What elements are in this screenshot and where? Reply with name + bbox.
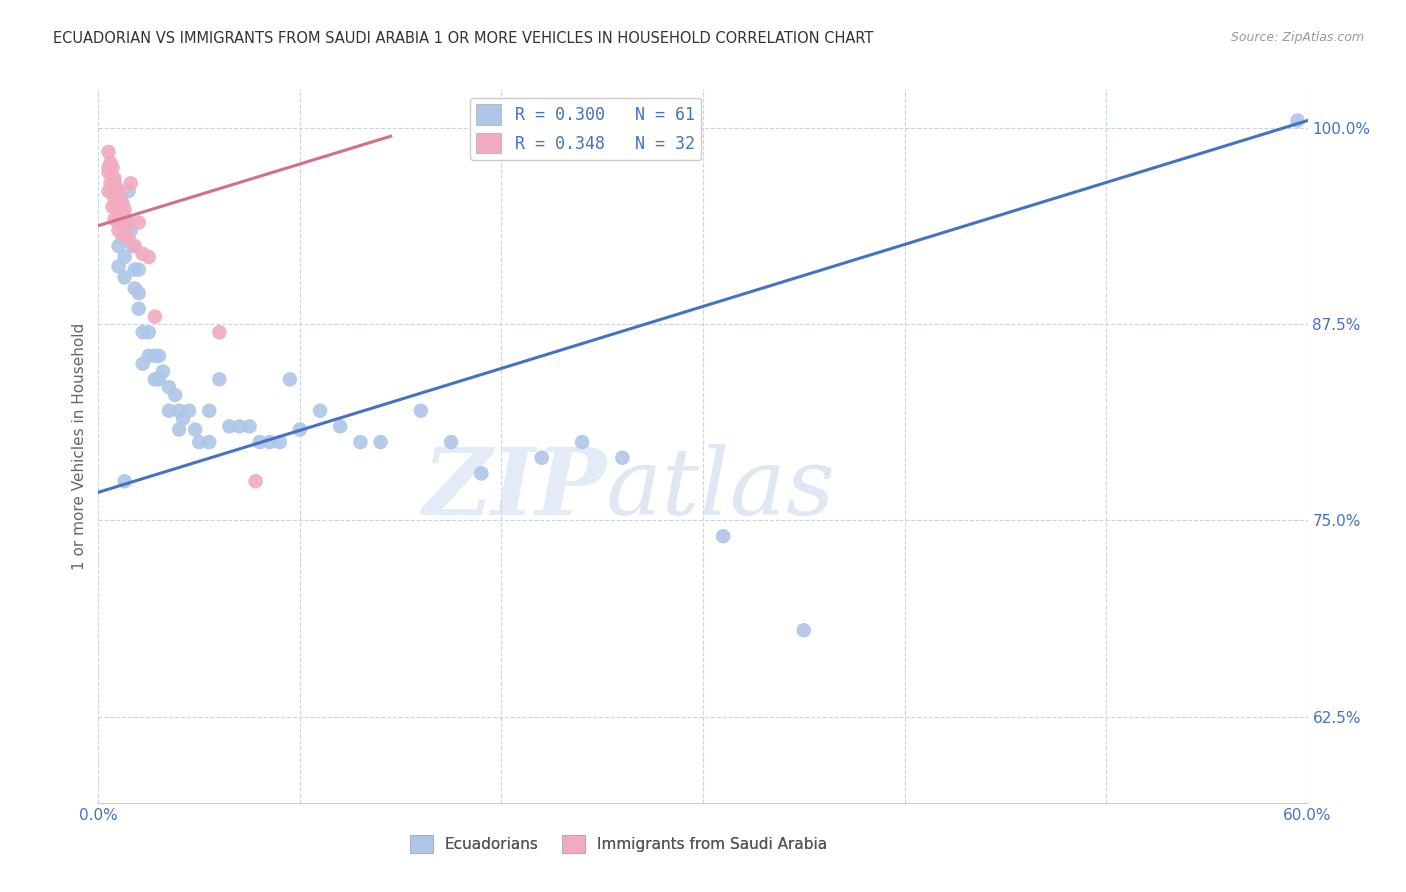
Point	[409, 403, 432, 417]
Point	[143, 349, 166, 363]
Point	[124, 239, 146, 253]
Point	[157, 380, 180, 394]
Point	[97, 161, 120, 175]
Point	[103, 212, 125, 227]
Point	[97, 184, 120, 198]
Point	[103, 176, 125, 190]
Text: Source: ZipAtlas.com: Source: ZipAtlas.com	[1230, 31, 1364, 45]
Point	[118, 184, 141, 198]
Point	[101, 161, 124, 175]
Legend: Ecuadorians, Immigrants from Saudi Arabia: Ecuadorians, Immigrants from Saudi Arabi…	[404, 829, 834, 859]
Point	[269, 435, 291, 450]
Point	[157, 403, 180, 417]
Point	[198, 435, 221, 450]
Point	[107, 239, 129, 253]
Point	[259, 435, 281, 450]
Point	[148, 349, 170, 363]
Point	[179, 403, 201, 417]
Point	[132, 326, 155, 340]
Point	[440, 435, 463, 450]
Point	[121, 239, 143, 253]
Point	[107, 184, 129, 198]
Point	[110, 192, 132, 206]
Point	[245, 475, 267, 489]
Point	[114, 475, 136, 489]
Point	[228, 419, 250, 434]
Point	[329, 419, 352, 434]
Point	[107, 223, 129, 237]
Point	[101, 200, 124, 214]
Point	[138, 326, 160, 340]
Point	[100, 176, 122, 190]
Text: atlas: atlas	[606, 444, 835, 533]
Point	[571, 435, 593, 450]
Point	[184, 423, 207, 437]
Point	[198, 403, 221, 417]
Point	[97, 165, 120, 179]
Point	[239, 419, 262, 434]
Point	[114, 228, 136, 243]
Point	[105, 202, 128, 217]
Point	[167, 403, 190, 417]
Point	[711, 529, 734, 543]
Point	[470, 467, 492, 481]
Point	[208, 372, 231, 386]
Point	[309, 403, 332, 417]
Point	[105, 181, 128, 195]
Point	[132, 357, 155, 371]
Point	[124, 281, 146, 295]
Point	[107, 202, 129, 217]
Point	[249, 435, 271, 450]
Point	[143, 372, 166, 386]
Point	[128, 262, 150, 277]
Point	[349, 435, 371, 450]
Point	[138, 349, 160, 363]
Point	[278, 372, 301, 386]
Point	[111, 231, 134, 245]
Point	[114, 270, 136, 285]
Point	[114, 250, 136, 264]
Point	[138, 250, 160, 264]
Point	[103, 171, 125, 186]
Point	[128, 286, 150, 301]
Point	[152, 364, 174, 378]
Point	[530, 450, 553, 465]
Point	[128, 301, 150, 316]
Point	[163, 388, 186, 402]
Point	[124, 262, 146, 277]
Point	[107, 260, 129, 274]
Point	[103, 192, 125, 206]
Point	[612, 450, 634, 465]
Point	[208, 326, 231, 340]
Point	[120, 176, 142, 190]
Point	[167, 423, 190, 437]
Point	[111, 196, 134, 211]
Point	[115, 215, 138, 229]
Point	[148, 372, 170, 386]
Text: ZIP: ZIP	[422, 444, 606, 533]
Point	[110, 212, 132, 227]
Point	[120, 223, 142, 237]
Point	[111, 219, 134, 233]
Point	[100, 156, 122, 170]
Point	[172, 411, 194, 425]
Point	[128, 215, 150, 229]
Point	[370, 435, 392, 450]
Point	[1286, 113, 1309, 128]
Point	[288, 423, 311, 437]
Point	[143, 310, 166, 324]
Point	[107, 215, 129, 229]
Point	[188, 435, 211, 450]
Point	[111, 208, 134, 222]
Text: ECUADORIAN VS IMMIGRANTS FROM SAUDI ARABIA 1 OR MORE VEHICLES IN HOUSEHOLD CORRE: ECUADORIAN VS IMMIGRANTS FROM SAUDI ARAB…	[53, 31, 873, 46]
Point	[114, 202, 136, 217]
Point	[101, 181, 124, 195]
Point	[118, 231, 141, 245]
Point	[132, 247, 155, 261]
Point	[218, 419, 240, 434]
Point	[793, 624, 815, 638]
Point	[97, 145, 120, 159]
Y-axis label: 1 or more Vehicles in Household: 1 or more Vehicles in Household	[72, 322, 87, 570]
Point	[118, 215, 141, 229]
